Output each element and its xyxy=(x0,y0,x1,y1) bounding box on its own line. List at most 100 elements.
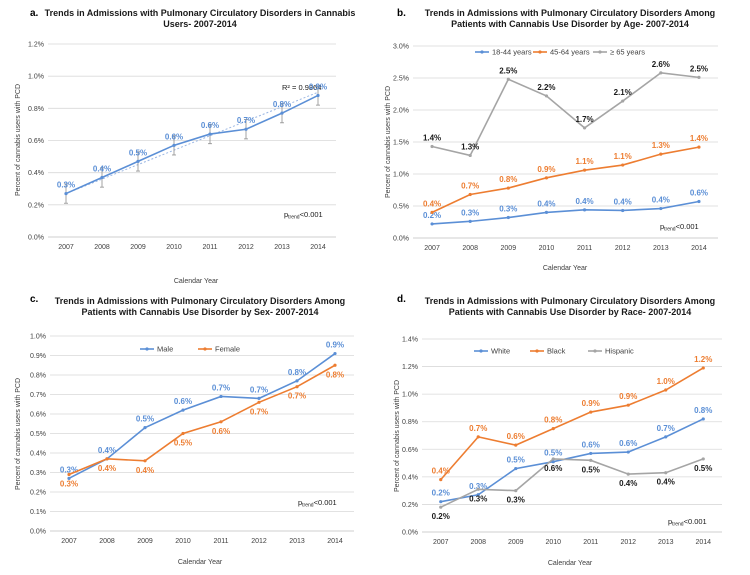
y-tick-label: 0.5% xyxy=(30,431,46,438)
data-label: 0.3% xyxy=(60,479,78,488)
chart-title-line: Patients with Cannabis Use Disorder by S… xyxy=(81,307,318,317)
data-point xyxy=(172,143,176,147)
x-axis-label: Calendar Year xyxy=(543,265,588,272)
panel-letter: b. xyxy=(397,8,406,19)
data-label: 0.7% xyxy=(212,383,230,392)
data-point xyxy=(143,459,147,463)
data-label: 0.7% xyxy=(461,181,479,190)
legend-entry: Black xyxy=(547,347,566,356)
chart-title-line: Trends in Admissions with Pulmonary Circ… xyxy=(425,8,715,18)
x-tick-label: 2007 xyxy=(61,538,77,545)
x-tick-label: 2009 xyxy=(137,538,153,545)
series-line xyxy=(68,364,336,476)
data-label: 0.4% xyxy=(93,164,111,173)
data-point xyxy=(664,471,668,475)
data-label: 0.3% xyxy=(499,205,517,214)
legend-entry: Male xyxy=(157,345,173,354)
x-tick-label: 2007 xyxy=(433,539,449,546)
data-point xyxy=(64,191,68,196)
data-label: 0.3% xyxy=(469,482,487,491)
legend-marker xyxy=(145,347,149,351)
series-line xyxy=(431,72,700,157)
series-line xyxy=(432,200,700,225)
data-point xyxy=(219,394,223,399)
y-tick-label: 1.0% xyxy=(28,74,44,81)
y-tick-label: 0.8% xyxy=(30,373,46,380)
y-tick-label: 0.9% xyxy=(30,353,46,360)
data-label: 0.5% xyxy=(544,449,562,458)
data-label: 0.9% xyxy=(326,341,344,350)
x-tick-label: 2011 xyxy=(577,245,592,252)
legend-marker xyxy=(538,50,542,54)
data-point xyxy=(659,152,663,156)
data-label: 1.4% xyxy=(423,133,441,142)
data-point xyxy=(514,466,518,471)
y-tick-label: 2.5% xyxy=(393,76,409,83)
chart-title-line: Patients with Cannabis Use Disorder by A… xyxy=(451,19,689,29)
x-tick-label: 2007 xyxy=(58,244,74,251)
data-label: 0.3% xyxy=(469,494,487,503)
data-label: 0.9% xyxy=(537,165,555,174)
data-point xyxy=(544,176,549,180)
data-point xyxy=(333,363,337,367)
series-line xyxy=(65,94,319,195)
data-label: 0.8% xyxy=(544,416,562,425)
data-label: 0.6% xyxy=(212,427,230,436)
x-axis-label: Calendar Year xyxy=(174,278,219,285)
data-point xyxy=(589,410,593,414)
data-point xyxy=(551,427,555,431)
data-label: 0.3% xyxy=(507,496,525,505)
y-axis-label: Percent of cannabis users with PCD xyxy=(15,84,22,196)
data-point xyxy=(316,93,320,98)
x-tick-label: 2013 xyxy=(289,538,305,545)
legend-entry: Hispanic xyxy=(605,347,634,356)
data-point xyxy=(514,443,518,447)
data-point xyxy=(659,71,663,75)
data-label: 0.6% xyxy=(201,121,219,130)
data-label: 2.1% xyxy=(614,88,632,97)
data-point xyxy=(100,175,104,180)
data-label: 0.5% xyxy=(136,415,154,424)
data-point xyxy=(430,222,434,226)
data-label: 2.2% xyxy=(537,83,555,92)
y-tick-label: 0.1% xyxy=(30,509,46,516)
data-label: 0.4% xyxy=(98,446,116,455)
data-label: 0.8% xyxy=(694,406,712,415)
data-point xyxy=(333,351,337,356)
y-axis-label: Percent of cannabis users with PCD xyxy=(385,86,392,198)
data-label: 1.1% xyxy=(575,157,593,166)
data-point xyxy=(67,476,71,480)
data-point xyxy=(659,206,663,211)
data-label: 0.9% xyxy=(619,392,637,401)
data-label: 0.6% xyxy=(582,440,600,449)
data-point xyxy=(476,487,480,491)
data-label: 0.4% xyxy=(136,466,154,475)
data-point xyxy=(143,426,147,430)
data-point xyxy=(219,420,223,424)
data-point xyxy=(701,417,705,421)
chart-panel-b: b. Trends in Admissions with Pulmonary Ci… xyxy=(385,8,718,272)
data-label: 2.5% xyxy=(499,66,517,75)
data-point xyxy=(244,127,248,131)
x-tick-label: 2008 xyxy=(470,539,486,546)
panel-letter: c. xyxy=(30,294,39,305)
y-tick-label: 2.0% xyxy=(393,108,409,115)
data-point xyxy=(697,75,701,79)
y-axis-label: Percent of cannabis users with PCD xyxy=(15,378,22,490)
data-point xyxy=(468,153,472,158)
data-label: 1.3% xyxy=(652,141,670,150)
data-label: 1.4% xyxy=(690,134,708,143)
data-label: 0.4% xyxy=(575,197,593,206)
data-point xyxy=(181,431,185,436)
data-point xyxy=(551,460,555,464)
series-line xyxy=(68,352,336,480)
data-label: 0.8% xyxy=(326,370,344,379)
data-point xyxy=(626,450,630,454)
data-label: 0.7% xyxy=(469,424,487,433)
data-point xyxy=(295,385,299,389)
data-point xyxy=(582,168,587,172)
data-label: 0.6% xyxy=(619,439,637,448)
data-label: 0.8% xyxy=(288,368,306,377)
legend-entry: 18-44 years xyxy=(492,48,532,57)
x-tick-label: 2009 xyxy=(501,245,517,252)
